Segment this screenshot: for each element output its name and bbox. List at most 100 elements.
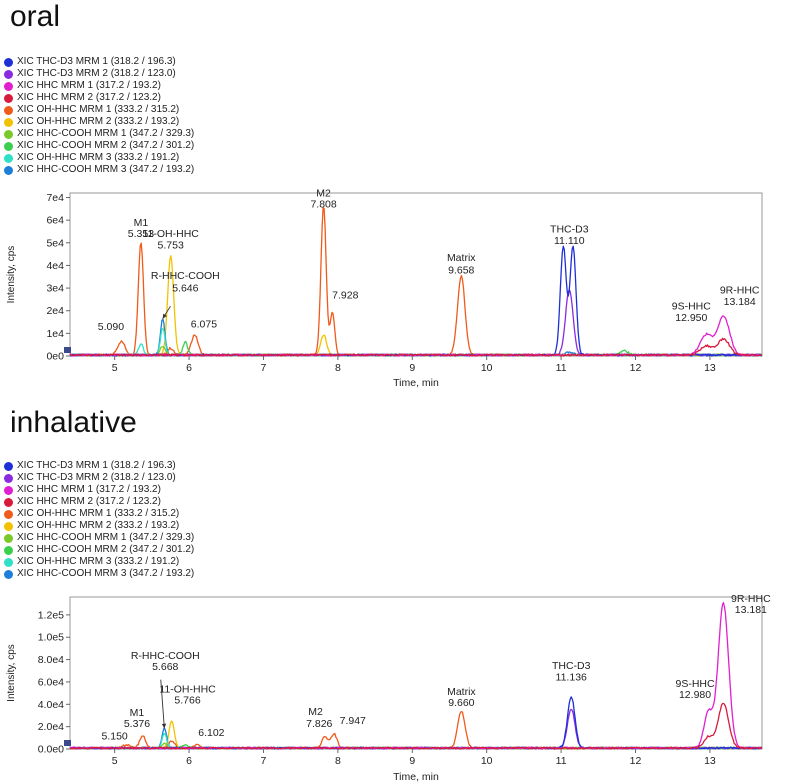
- y-tick-label: 8.0e4: [38, 654, 64, 666]
- peak-annotation: 5.353: [128, 228, 154, 240]
- x-axis-label: Time, min: [393, 771, 439, 783]
- peak-annotation: 9S-HHC: [675, 678, 715, 690]
- peak-annotation: 11-OH-HHC: [159, 684, 216, 696]
- legend-label: XIC OH-HHC MRM 2 (333.2 / 193.2): [17, 520, 180, 531]
- legend-item: XIC THC-D3 MRM 1 (318.2 / 196.3): [4, 56, 194, 68]
- legend-label: XIC HHC-COOH MRM 3 (347.2 / 193.2): [17, 568, 195, 579]
- y-tick-label: 2e4: [46, 305, 64, 317]
- legend-item: XIC HHC-COOH MRM 3 (347.2 / 193.2): [4, 164, 194, 176]
- y-tick-label: 6.0e4: [38, 676, 64, 688]
- legend-swatch: [4, 129, 13, 139]
- peak-annotation: 7.947: [340, 715, 366, 727]
- x-tick-label: 12: [630, 755, 642, 767]
- x-axis-label: Time, min: [393, 377, 439, 389]
- series-line: [69, 720, 763, 750]
- legend-item: XIC OH-HHC MRM 1 (333.2 / 315.2): [4, 104, 194, 116]
- legend-label: XIC HHC MRM 2 (317.2 / 123.2): [17, 496, 161, 507]
- peak-annotation: Matrix: [447, 252, 476, 264]
- y-axis-label: Intensity, cps: [6, 644, 17, 702]
- legend-swatch: [4, 69, 13, 79]
- annotation-arrowhead: [162, 313, 167, 319]
- x-tick-label: 9: [409, 362, 415, 374]
- legend-item: XIC THC-D3 MRM 1 (318.2 / 196.3): [4, 460, 194, 472]
- legend-label: XIC HHC-COOH MRM 2 (347.2 / 301.2): [17, 140, 195, 151]
- legend-item: XIC HHC-COOH MRM 1 (347.2 / 329.3): [4, 128, 194, 140]
- peak-annotation: 5.646: [172, 282, 198, 294]
- annotation-arrowhead: [161, 723, 167, 729]
- legend-item: XIC OH-HHC MRM 3 (333.2 / 191.2): [4, 556, 194, 568]
- peak-annotation: 7.928: [332, 289, 358, 301]
- legend-swatch: [4, 105, 13, 115]
- legend-item: XIC HHC-COOH MRM 2 (347.2 / 301.2): [4, 544, 194, 556]
- peak-annotation: 7.826: [306, 718, 332, 730]
- x-tick-label: 13: [704, 755, 716, 767]
- y-axis-label: Intensity, cps: [6, 246, 17, 304]
- y-tick-label: 0.0e0: [38, 744, 64, 756]
- x-tick-label: 7: [261, 362, 267, 374]
- peak-annotation: 9R-HHC: [731, 593, 771, 605]
- series-line: [69, 337, 763, 357]
- legend-item: XIC OH-HHC MRM 2 (333.2 / 193.2): [4, 520, 194, 532]
- peak-annotation: M2: [308, 706, 323, 718]
- legend-item: XIC HHC MRM 2 (317.2 / 123.2): [4, 496, 194, 508]
- series-line: [69, 702, 763, 750]
- legend-swatch: [4, 509, 13, 519]
- peak-annotation: M1: [130, 707, 145, 719]
- legend-item: XIC HHC MRM 2 (317.2 / 123.2): [4, 92, 194, 104]
- y-tick-label: 5e4: [46, 237, 64, 249]
- peak-annotation: 5.668: [152, 661, 178, 673]
- legend-label: XIC OH-HHC MRM 3 (333.2 / 191.2): [17, 556, 180, 567]
- x-tick-label: 13: [704, 362, 716, 374]
- legend-item: XIC THC-D3 MRM 2 (318.2 / 123.0): [4, 68, 194, 80]
- peak-annotation: 5.766: [174, 695, 200, 707]
- x-tick-label: 5: [112, 755, 118, 767]
- legend-swatch: [4, 93, 13, 103]
- legend-label: XIC HHC MRM 2 (317.2 / 123.2): [17, 92, 161, 103]
- legend-label: XIC HHC-COOH MRM 2 (347.2 / 301.2): [17, 544, 195, 555]
- peak-annotation: 9.660: [448, 697, 474, 709]
- legend-swatch: [4, 57, 13, 67]
- peak-annotation: R-HHC-COOH: [131, 650, 200, 662]
- legend-item: XIC HHC MRM 1 (317.2 / 193.2): [4, 484, 194, 496]
- peak-annotation: THC-D3: [550, 224, 589, 236]
- peak-annotation: 13.184: [724, 296, 756, 308]
- legend-swatch: [4, 521, 13, 531]
- legend-swatch: [4, 569, 13, 579]
- x-tick-label: 10: [481, 362, 493, 374]
- peak-annotation: 12.950: [675, 312, 707, 324]
- legend-label: XIC HHC-COOH MRM 1 (347.2 / 329.3): [17, 532, 195, 543]
- panel-title: oral: [10, 0, 61, 33]
- peak-annotation: 9.658: [448, 264, 474, 276]
- peak-annotation: THC-D3: [552, 660, 591, 672]
- peak-annotation: 11.136: [556, 671, 587, 683]
- legend-label: XIC HHC-COOH MRM 1 (347.2 / 329.3): [17, 128, 195, 139]
- legend-label: XIC HHC MRM 1 (317.2 / 193.2): [17, 484, 161, 495]
- x-tick-label: 11: [556, 755, 567, 767]
- axis-marker-icon: [64, 347, 71, 353]
- axis-marker-icon: [64, 740, 71, 746]
- panel-oral: oral XIC THC-D3 MRM 1 (318.2 / 196.3) XIC…: [4, 0, 763, 389]
- peak-annotation: 5.376: [124, 718, 150, 730]
- peak-annotation: M1: [134, 217, 149, 229]
- legend-swatch: [4, 461, 13, 471]
- legend-swatch: [4, 557, 13, 567]
- panel-inhalative: inhalative XIC THC-D3 MRM 1 (318.2 / 196…: [0, 392, 786, 784]
- peak-annotation: 5.150: [102, 731, 128, 743]
- legend-label: XIC HHC-COOH MRM 3 (347.2 / 193.2): [17, 164, 195, 175]
- legend-item: XIC HHC-COOH MRM 1 (347.2 / 329.3): [4, 532, 194, 544]
- legend-swatch: [4, 141, 13, 151]
- x-tick-label: 5: [112, 362, 118, 374]
- y-tick-label: 3e4: [46, 283, 64, 295]
- peak-annotation: 7.808: [310, 199, 336, 211]
- peak-annotation: 11.110: [554, 235, 585, 247]
- x-tick-label: 6: [186, 755, 192, 767]
- legend-item: XIC OH-HHC MRM 3 (333.2 / 191.2): [4, 152, 194, 164]
- peak-annotation: 13.181: [735, 604, 767, 616]
- peak-annotation: 11-OH-HHC: [142, 228, 199, 240]
- legend-label: XIC HHC MRM 1 (317.2 / 193.2): [17, 80, 161, 91]
- chart-oral: 0e0 1e4 2e4 3e4 4e4 5e4 6e4 7e4 5 6 7 8 9 10 11 12 13 Tim…: [6, 187, 763, 389]
- legend-label: XIC OH-HHC MRM 1 (333.2 / 315.2): [17, 104, 180, 115]
- x-tick-label: 8: [335, 362, 341, 374]
- peak-annotation: 6.075: [191, 319, 217, 331]
- annotation-arrow: [160, 679, 165, 729]
